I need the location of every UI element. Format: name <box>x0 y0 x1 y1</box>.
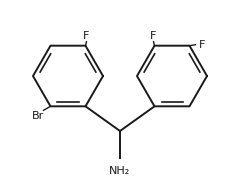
Text: NH₂: NH₂ <box>109 166 130 176</box>
Text: F: F <box>150 31 156 41</box>
Text: F: F <box>83 31 89 41</box>
Text: Br: Br <box>32 111 44 121</box>
Text: F: F <box>198 40 204 50</box>
